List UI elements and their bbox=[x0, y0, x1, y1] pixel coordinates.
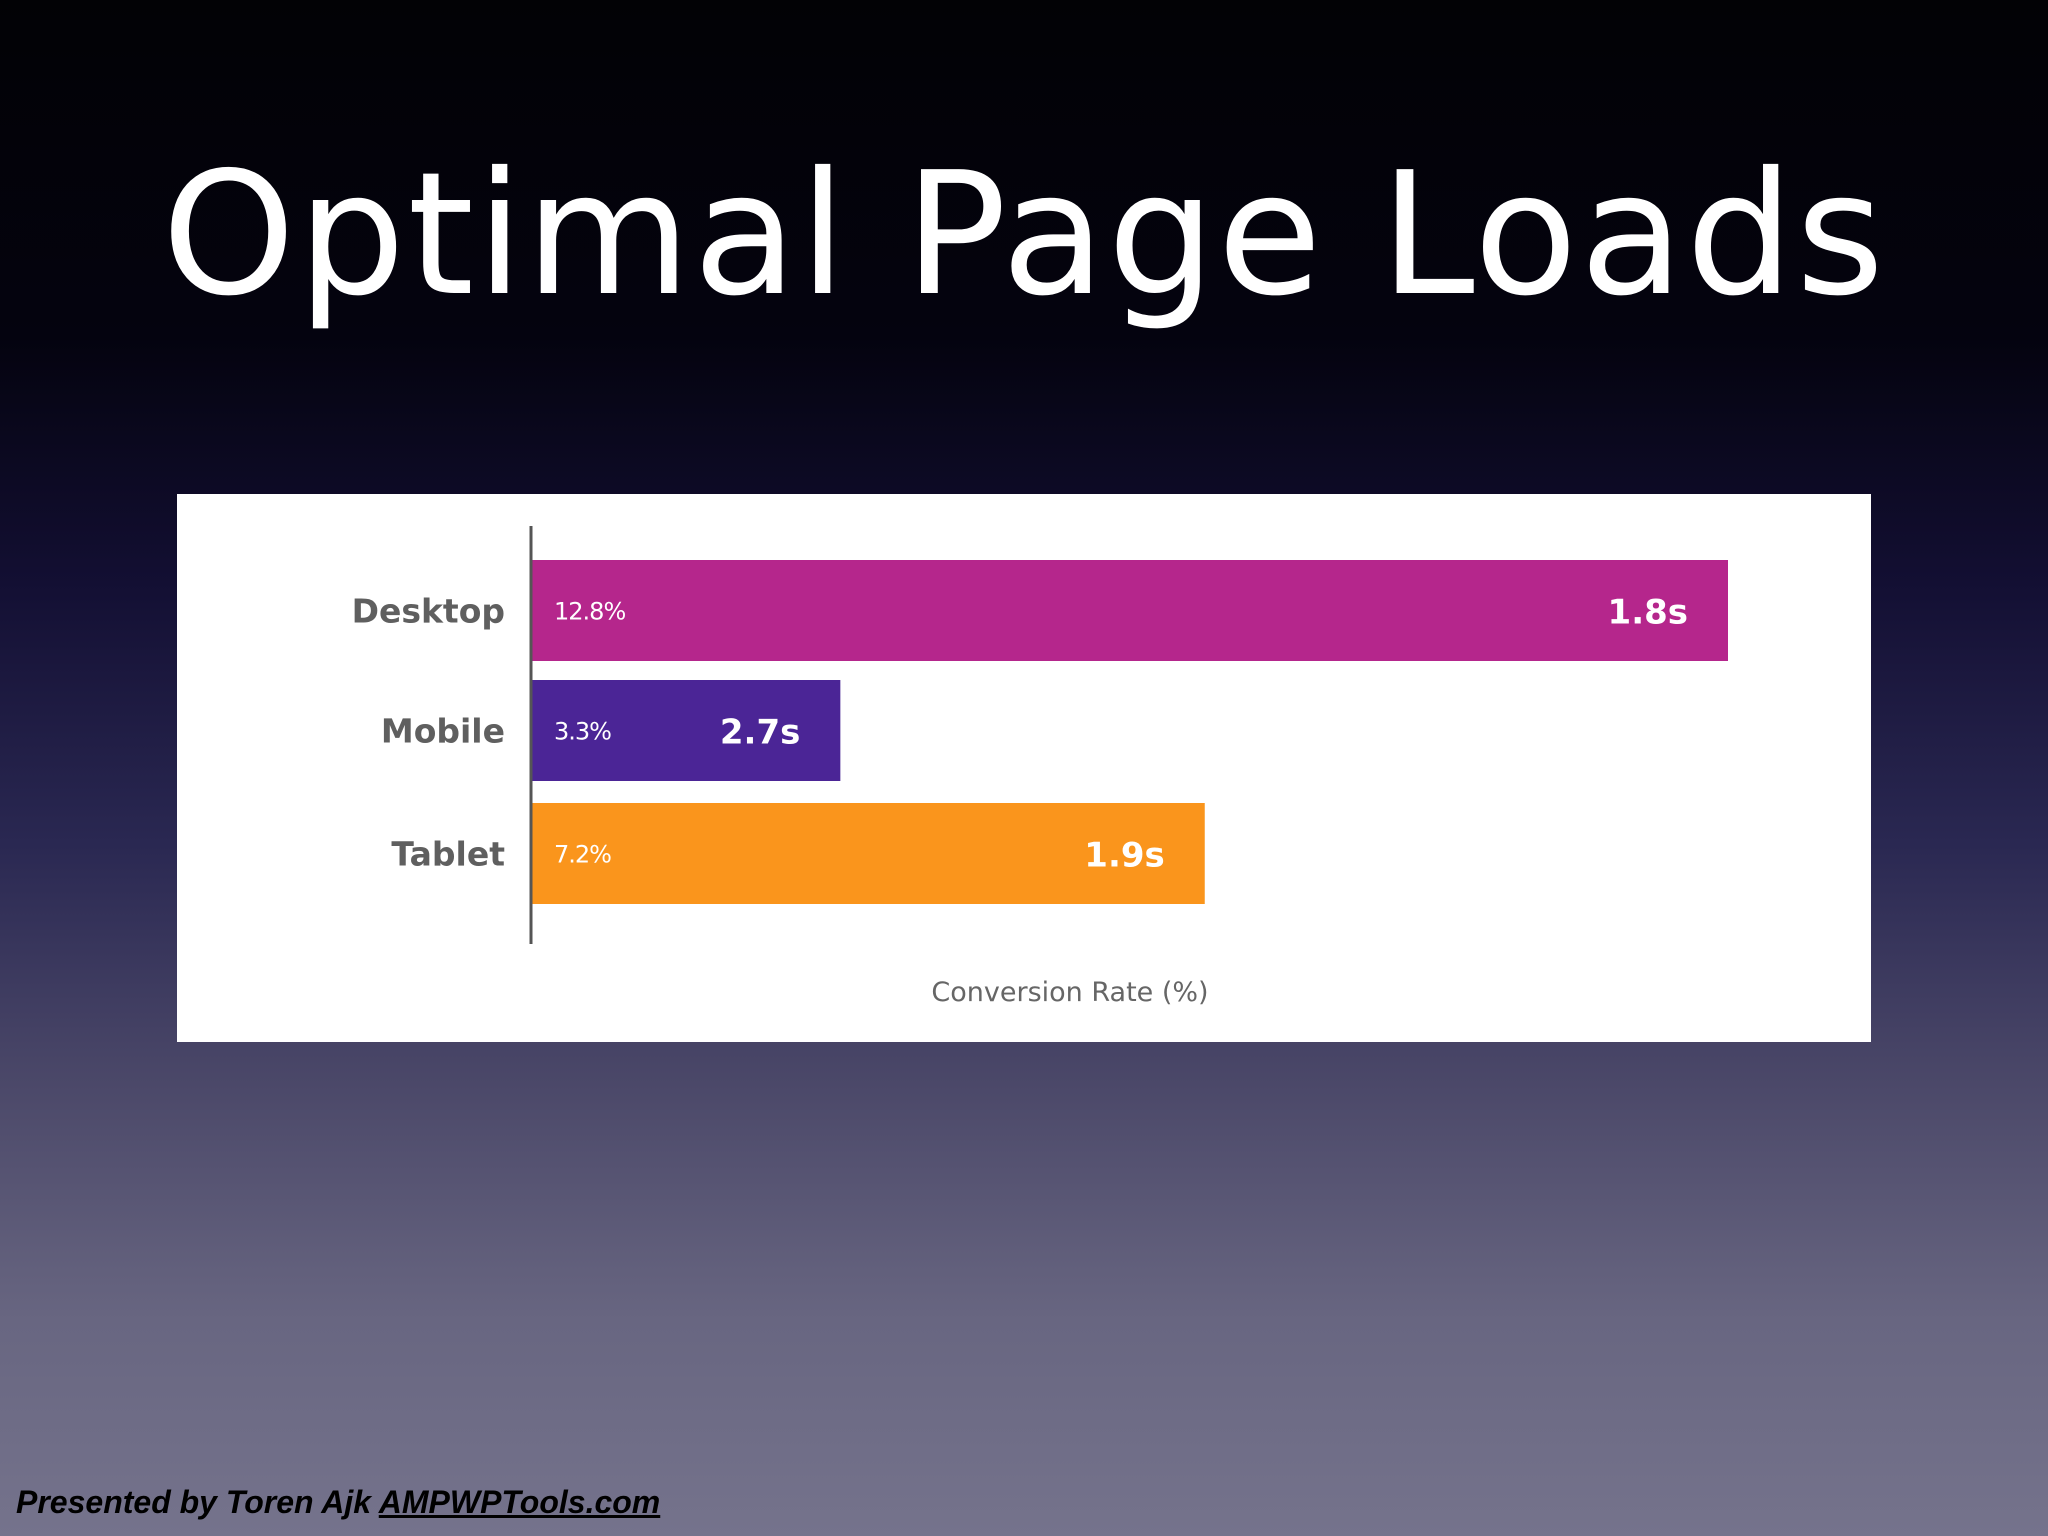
value-label-tablet: 7.2% bbox=[554, 841, 611, 869]
chart-svg: Desktop 12.8% 1.8s Mobile 3.3% 2.7s Tablet 7.2%… bbox=[352, 526, 1728, 1008]
bar-mobile bbox=[532, 680, 841, 781]
load-time-label-mobile: 2.7s bbox=[720, 713, 800, 753]
x-axis-label: Conversion Rate (%) bbox=[931, 977, 1208, 1008]
slide-title: Optimal Page Loads bbox=[161, 136, 1887, 334]
bar-chart: Desktop 12.8% 1.8s Mobile 3.3% 2.7s Tablet 7.2%… bbox=[177, 494, 1871, 1042]
category-label-tablet: Tablet bbox=[391, 835, 505, 874]
value-label-mobile: 3.3% bbox=[554, 718, 611, 746]
website-link[interactable]: AMPWPTools.com bbox=[378, 1484, 661, 1520]
footer-credit: Presented by Toren Ajk AMPWPTools.com bbox=[16, 1484, 660, 1521]
bars-layer: Desktop 12.8% 1.8s Mobile 3.3% 2.7s Tablet 7.2%… bbox=[352, 560, 1728, 904]
load-time-label-desktop: 1.8s bbox=[1608, 593, 1688, 633]
load-time-label-tablet: 1.9s bbox=[1084, 836, 1164, 876]
presenter-text: Presented by Toren Ajk bbox=[16, 1484, 372, 1520]
category-label-desktop: Desktop bbox=[352, 592, 505, 631]
bar-tablet bbox=[532, 803, 1205, 904]
bar-desktop bbox=[532, 560, 1728, 661]
value-label-desktop: 12.8% bbox=[554, 598, 625, 626]
category-label-mobile: Mobile bbox=[381, 712, 505, 751]
